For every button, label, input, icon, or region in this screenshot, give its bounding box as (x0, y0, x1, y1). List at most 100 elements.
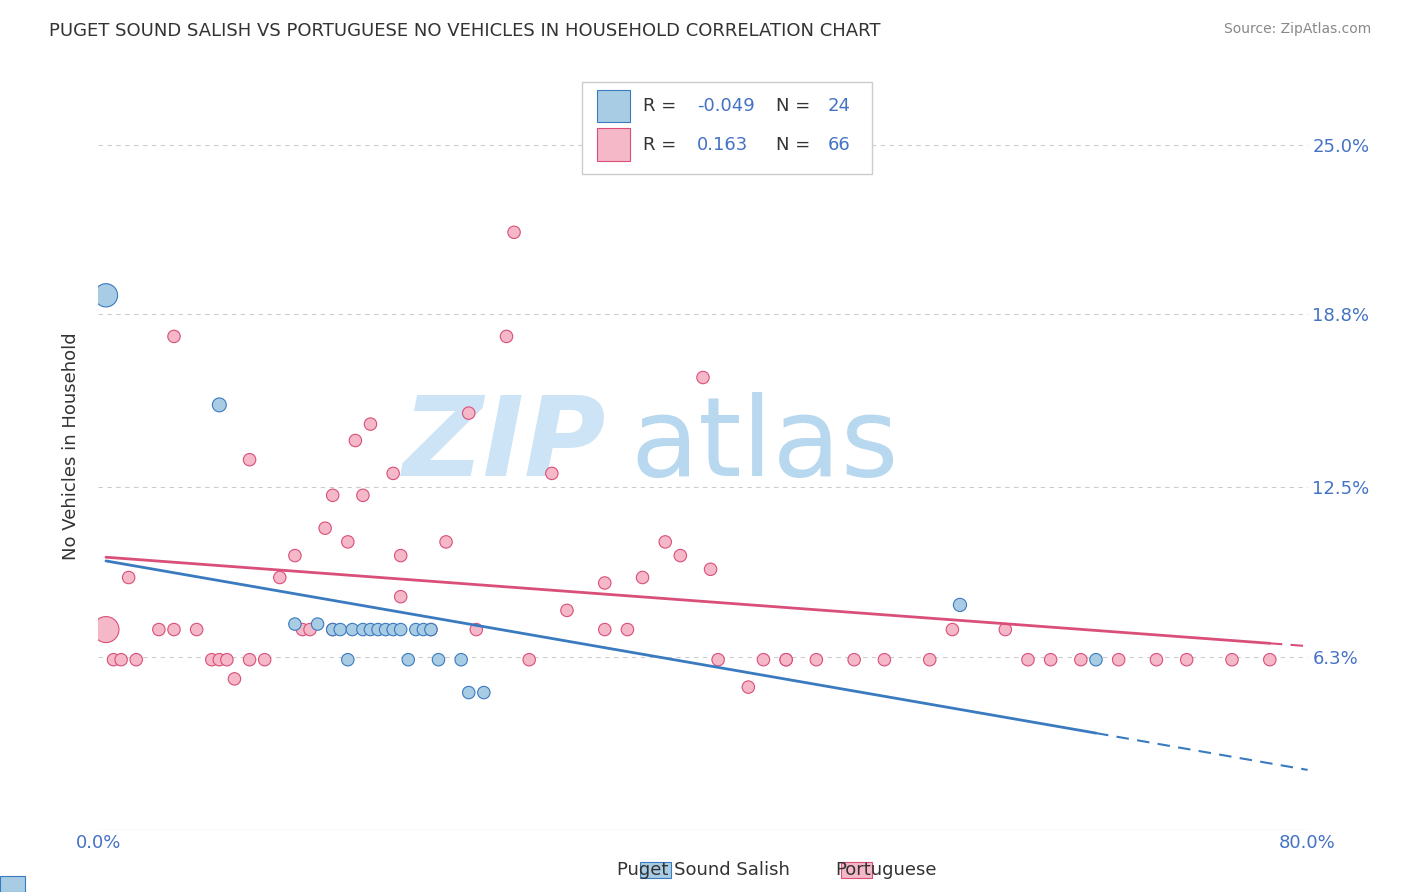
Text: Source: ZipAtlas.com: Source: ZipAtlas.com (1223, 22, 1371, 37)
Point (555, 603, 578, 617)
Text: N =: N = (776, 136, 815, 153)
Point (699, 562, 721, 576)
Point (344, 434, 367, 448)
Point (472, 685, 495, 699)
Point (427, 653, 450, 667)
Point (94, 623, 117, 637)
Point (360, 417, 382, 431)
Point (163, 623, 186, 637)
Point (465, 623, 488, 637)
Point (322, 623, 344, 637)
Point (707, 653, 730, 667)
Point (752, 653, 775, 667)
Point (1175, 653, 1198, 667)
Point (631, 570, 654, 584)
Point (844, 653, 866, 667)
Point (103, 653, 125, 667)
Text: 24: 24 (828, 97, 851, 115)
Point (322, 623, 344, 637)
Point (389, 590, 412, 604)
Point (253, 653, 276, 667)
Point (517, 653, 540, 667)
Point (186, 623, 208, 637)
Point (352, 488, 374, 502)
Point (269, 570, 291, 584)
Point (374, 623, 396, 637)
Point (918, 653, 941, 667)
Point (405, 623, 427, 637)
Point (949, 598, 972, 612)
Point (118, 570, 141, 584)
Point (336, 535, 359, 549)
Text: R =: R = (643, 97, 682, 115)
Point (540, 467, 562, 481)
Point (1085, 653, 1108, 667)
Point (1070, 653, 1092, 667)
Bar (596, 128, 630, 161)
Point (420, 623, 443, 637)
Text: 0.163: 0.163 (697, 136, 748, 153)
Point (1039, 653, 1062, 667)
Point (239, 653, 262, 667)
Point (616, 623, 638, 637)
Point (329, 623, 352, 637)
Point (457, 406, 479, 420)
Point (1144, 653, 1167, 667)
Text: PUGET SOUND SALISH VS PORTUGUESE NO VEHICLES IN HOUSEHOLD CORRELATION CHART: PUGET SOUND SALISH VS PORTUGUESE NO VEHI… (49, 22, 880, 40)
Point (692, 370, 714, 384)
Point (94, 288, 117, 302)
Point (201, 653, 224, 667)
Point (382, 467, 405, 481)
Point (434, 535, 457, 549)
FancyBboxPatch shape (582, 81, 872, 174)
Point (420, 623, 443, 637)
Bar (596, 90, 630, 122)
Point (110, 653, 132, 667)
Point (994, 623, 1017, 637)
Point (450, 653, 472, 667)
Point (669, 549, 692, 563)
Point (396, 653, 419, 667)
Point (163, 329, 186, 343)
Point (314, 521, 336, 535)
Point (239, 452, 262, 467)
Text: atlas: atlas (630, 392, 898, 500)
Point (873, 653, 896, 667)
Text: N =: N = (776, 97, 815, 115)
Point (1108, 653, 1130, 667)
Point (342, 623, 364, 637)
Point (284, 549, 307, 563)
Point (208, 398, 231, 412)
Point (224, 672, 246, 686)
Point (593, 623, 616, 637)
Point (1017, 653, 1039, 667)
Point (775, 653, 797, 667)
Point (806, 653, 828, 667)
Point (291, 623, 314, 637)
Point (215, 653, 238, 667)
Point (1258, 653, 1281, 667)
Point (360, 623, 382, 637)
Point (336, 653, 359, 667)
Point (322, 488, 344, 502)
Text: Portuguese: Portuguese (835, 861, 936, 879)
Y-axis label: No Vehicles in Household: No Vehicles in Household (62, 332, 80, 560)
Point (208, 653, 231, 667)
Point (503, 225, 526, 239)
Point (284, 617, 307, 632)
Text: ZIP: ZIP (402, 392, 606, 500)
Point (389, 623, 412, 637)
Point (367, 623, 389, 637)
Text: -0.049: -0.049 (697, 97, 755, 115)
Point (352, 623, 374, 637)
Text: R =: R = (643, 136, 682, 153)
Point (654, 535, 676, 549)
Point (593, 576, 616, 591)
Point (299, 623, 322, 637)
Point (412, 623, 434, 637)
Point (125, 653, 148, 667)
Point (495, 329, 517, 343)
Point (1220, 653, 1243, 667)
Point (307, 617, 329, 632)
Text: 66: 66 (828, 136, 851, 153)
